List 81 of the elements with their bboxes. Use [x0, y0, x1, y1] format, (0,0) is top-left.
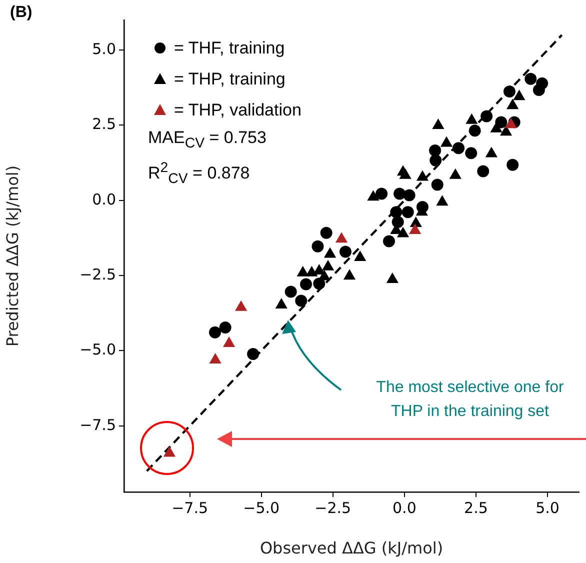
x-tick-label: −5.0 — [243, 498, 280, 517]
point — [209, 326, 221, 338]
y-tick-label: −5.0 — [80, 340, 116, 359]
point — [465, 147, 478, 160]
chart-title: (B) — [10, 4, 32, 22]
point — [402, 206, 414, 218]
point — [343, 269, 356, 280]
point — [313, 278, 326, 290]
point — [163, 446, 176, 457]
point — [504, 118, 517, 128]
point — [296, 266, 309, 276]
legend-label: = THP, training — [174, 70, 286, 89]
point — [431, 178, 444, 191]
point — [506, 158, 519, 171]
annotation: R$^{2}$$_{CV}$ = 0.878 — [148, 160, 250, 188]
point — [367, 190, 380, 201]
y-tick-label: −2.5 — [80, 265, 116, 284]
point — [322, 260, 334, 270]
point — [312, 240, 324, 252]
x-tick-label: 2.5 — [464, 498, 488, 517]
point — [408, 223, 422, 234]
point — [500, 125, 512, 136]
point — [429, 144, 442, 156]
point — [480, 110, 493, 122]
point — [452, 142, 465, 154]
point — [532, 84, 545, 96]
point — [219, 322, 232, 334]
point — [306, 266, 318, 276]
point — [392, 216, 404, 228]
point — [382, 235, 395, 248]
point — [234, 300, 248, 311]
point — [466, 113, 478, 124]
point — [394, 188, 406, 200]
y-tick-label: 5.0 — [92, 40, 116, 58]
point — [335, 232, 348, 243]
point — [399, 168, 412, 179]
point — [300, 278, 312, 290]
point — [524, 72, 537, 85]
y-axis-title: Predicted ΔΔG (kJ/mol) — [2, 165, 22, 347]
point — [284, 286, 297, 298]
point — [386, 272, 398, 283]
point — [430, 154, 442, 166]
point — [209, 353, 222, 364]
point — [485, 146, 498, 158]
point — [495, 116, 508, 128]
point — [506, 98, 519, 110]
legend-label: = THF, training — [174, 38, 285, 58]
point — [436, 195, 448, 206]
point — [376, 188, 388, 200]
point — [354, 250, 366, 262]
point — [390, 206, 402, 218]
point — [295, 294, 308, 307]
point — [503, 86, 516, 98]
point — [318, 270, 330, 280]
point — [477, 165, 490, 178]
point — [247, 348, 260, 360]
y-tick-label: 2.5 — [92, 115, 116, 134]
point — [416, 170, 429, 181]
point — [432, 118, 444, 130]
point — [440, 136, 453, 147]
point — [324, 247, 336, 258]
point — [513, 90, 526, 100]
point — [275, 298, 288, 309]
point — [490, 122, 502, 132]
y-tick-label: −7.5 — [80, 416, 116, 434]
x-tick-label: −7.5 — [172, 498, 208, 517]
annotation: The most selective one for THP in the training set — [375, 378, 565, 422]
y-tick-label: 0.0 — [92, 190, 116, 208]
point — [320, 226, 332, 239]
x-axis-title: Observed ΔΔG (kJ/mol) — [260, 538, 444, 558]
x-tick-label: −2.5 — [314, 498, 352, 517]
point — [339, 246, 352, 258]
point — [403, 189, 416, 202]
point — [222, 336, 236, 347]
x-tick-label: 5.0 — [536, 498, 560, 517]
point — [449, 168, 462, 179]
x-tick-label: 0.0 — [392, 498, 416, 517]
legend-label: = THP, validation — [174, 100, 302, 120]
point — [468, 124, 481, 137]
annotation: MAE$_{CV}$ = 0.753 — [148, 128, 266, 152]
point — [396, 226, 410, 238]
